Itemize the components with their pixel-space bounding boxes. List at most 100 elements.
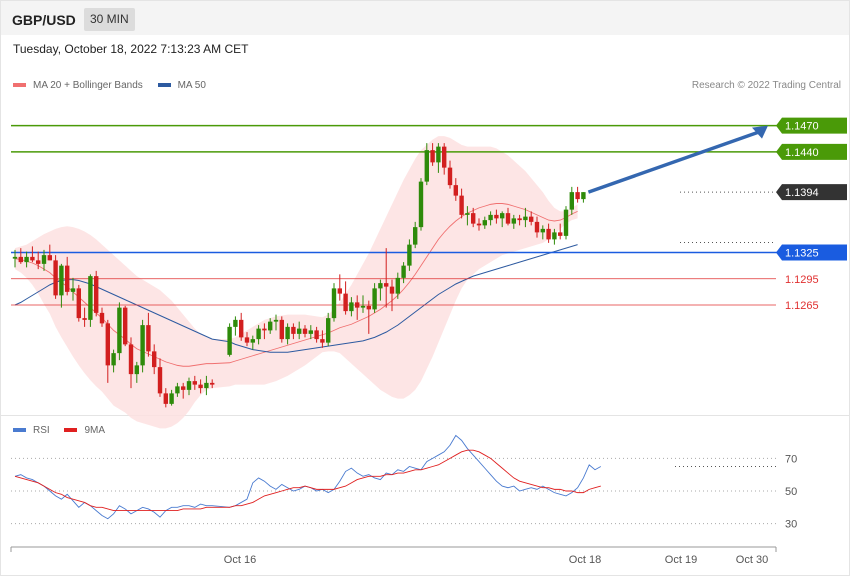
candle-body bbox=[546, 228, 551, 240]
candle bbox=[192, 375, 197, 390]
candle-body bbox=[320, 339, 325, 343]
candle bbox=[360, 295, 366, 313]
candle-body bbox=[413, 227, 418, 245]
candle bbox=[82, 307, 87, 327]
candle bbox=[105, 319, 110, 383]
candle bbox=[505, 207, 511, 226]
candle-body bbox=[291, 326, 296, 334]
candle-body bbox=[76, 288, 81, 319]
candle-body bbox=[297, 328, 302, 334]
candle-body bbox=[331, 288, 337, 319]
candle-body bbox=[453, 185, 458, 196]
candle bbox=[88, 274, 93, 327]
candle-body bbox=[575, 192, 580, 200]
candle bbox=[262, 323, 267, 340]
candle-body bbox=[239, 319, 244, 338]
candle-body bbox=[436, 146, 441, 163]
candle-body bbox=[442, 146, 447, 168]
candle-body bbox=[268, 321, 273, 331]
candle-body bbox=[18, 256, 23, 263]
candle bbox=[157, 358, 163, 397]
candle bbox=[546, 223, 551, 243]
candle bbox=[198, 379, 203, 394]
candle bbox=[308, 325, 313, 340]
level-tag-shape bbox=[776, 143, 847, 160]
candle bbox=[355, 295, 360, 320]
candle-body bbox=[152, 351, 157, 368]
candle-body bbox=[447, 167, 453, 186]
candle-body bbox=[326, 318, 331, 343]
candle-body bbox=[407, 244, 412, 266]
level-tag-text: 1.1394 bbox=[785, 187, 819, 199]
candle-body bbox=[123, 307, 128, 345]
candle-body bbox=[302, 328, 308, 334]
candle-body bbox=[523, 216, 528, 221]
candle-body bbox=[186, 381, 192, 390]
rsi-tick-label: 50 bbox=[785, 486, 797, 498]
legend-9ma[interactable]: 9MA bbox=[64, 425, 105, 436]
candle bbox=[227, 323, 232, 357]
legend-swatch bbox=[64, 428, 78, 433]
candle bbox=[343, 281, 348, 315]
forecast-arrowhead bbox=[752, 125, 768, 139]
candle bbox=[447, 160, 453, 189]
candle bbox=[111, 349, 116, 373]
candle bbox=[471, 207, 476, 228]
timeframe-button[interactable]: 30 MIN bbox=[84, 8, 135, 31]
candle bbox=[239, 312, 244, 341]
candle bbox=[70, 277, 76, 301]
rsi-tick-label: 30 bbox=[785, 519, 797, 531]
legend-ma50[interactable]: MA 50 bbox=[157, 80, 206, 91]
candle-body bbox=[517, 218, 522, 221]
level-tag-text: 1.1440 bbox=[785, 147, 819, 159]
candle-body bbox=[372, 288, 377, 310]
candle bbox=[459, 188, 464, 219]
candle-body bbox=[134, 365, 139, 375]
legend-swatch bbox=[13, 428, 26, 433]
candle-body bbox=[82, 318, 87, 320]
candle bbox=[314, 326, 319, 343]
candle bbox=[442, 143, 447, 175]
candle-body bbox=[169, 393, 174, 404]
candle bbox=[349, 297, 354, 317]
candle bbox=[99, 307, 105, 327]
candle bbox=[134, 361, 139, 383]
candle-body bbox=[175, 386, 180, 394]
level-tag-shape bbox=[776, 184, 847, 201]
candle bbox=[128, 337, 134, 389]
candle-body bbox=[494, 214, 499, 219]
candle-body bbox=[279, 319, 284, 340]
x-tick-label: Oct 30 bbox=[736, 554, 768, 566]
symbol-label: GBP/USD bbox=[12, 12, 76, 28]
candle bbox=[279, 316, 284, 343]
candle bbox=[210, 379, 215, 389]
legend-swatch bbox=[13, 83, 26, 88]
candle bbox=[169, 389, 174, 406]
legend-ma20-bollinger[interactable]: MA 20 + Bollinger Bands bbox=[13, 80, 143, 91]
candle bbox=[534, 216, 540, 238]
candle bbox=[563, 206, 569, 240]
candle bbox=[476, 218, 482, 231]
legend-rsi[interactable]: RSI bbox=[13, 425, 50, 436]
credit-text: Research © 2022 Trading Central bbox=[691, 80, 841, 91]
candle bbox=[285, 323, 290, 345]
candle bbox=[558, 223, 563, 240]
candle bbox=[366, 300, 371, 334]
level-tag-text: 1.1325 bbox=[785, 248, 819, 260]
candle bbox=[436, 143, 441, 173]
candle bbox=[552, 228, 557, 245]
bollinger-band-fill bbox=[15, 136, 578, 429]
candle bbox=[488, 211, 493, 226]
candle bbox=[273, 314, 279, 331]
candle-body bbox=[192, 381, 197, 385]
candle-body bbox=[117, 307, 122, 354]
candle-body bbox=[563, 209, 569, 236]
candle-body bbox=[476, 223, 482, 226]
candle bbox=[378, 279, 383, 301]
candle-body bbox=[488, 214, 493, 221]
candle-body bbox=[47, 255, 52, 261]
candle bbox=[465, 206, 470, 226]
candle bbox=[575, 186, 580, 203]
level-tag-text: 1.1470 bbox=[785, 121, 819, 133]
